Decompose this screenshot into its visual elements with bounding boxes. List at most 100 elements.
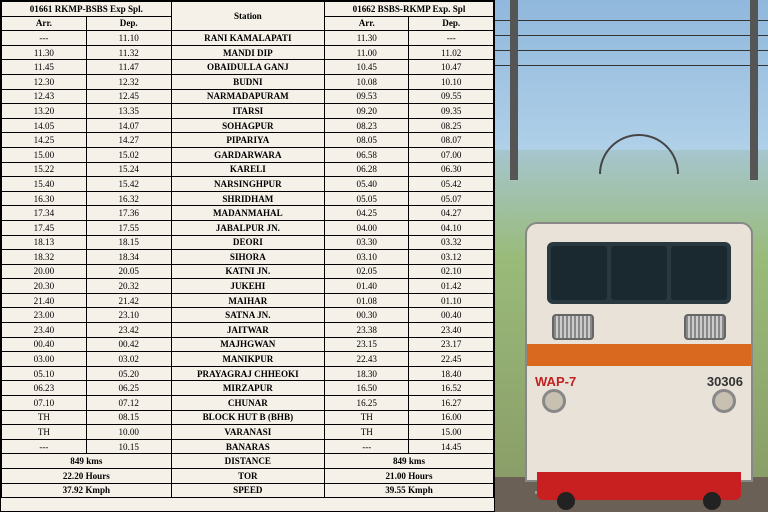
arr2-cell: 11.30 [325,31,409,46]
table-row: TH10.00VARANASITH15.00 [2,425,494,440]
overhead-wires [495,0,768,120]
arr1-cell: 23.00 [2,308,87,323]
table-row: 11.3011.32MANDI DIP11.0011.02 [2,45,494,60]
arr1-cell: 17.34 [2,206,87,221]
dep1-cell: 06.25 [86,381,171,396]
dep2-cell: 01.42 [409,279,494,294]
station-cell: JABALPUR JN. [171,220,324,235]
dep2-cell: --- [409,31,494,46]
dep1-cell: 13.35 [86,104,171,119]
arr1-cell: 17.45 [2,220,87,235]
dep1-cell: 17.55 [86,220,171,235]
station-cell: VARANASI [171,425,324,440]
arr1-cell: 12.43 [2,89,87,104]
dep1-cell: 14.07 [86,118,171,133]
station-header: Station [171,2,324,31]
arr2-cell: 01.40 [325,279,409,294]
arr1-cell: TH [2,425,87,440]
dep2-cell: 02.10 [409,264,494,279]
dep1-cell: 08.15 [86,410,171,425]
arr2-cell: 23.15 [325,337,409,352]
train2-header: 01662 BSBS-RKMP Exp. Spl [325,2,494,17]
footer-label: SPEED [171,483,324,498]
arr2-cell: 11.00 [325,45,409,60]
station-cell: MANIKPUR [171,352,324,367]
dep2-cell: 23.17 [409,337,494,352]
arr1-cell: 00.40 [2,337,87,352]
table-row: 17.3417.36MADANMAHAL04.2504.27 [2,206,494,221]
table-row: 07.1007.12CHUNAR16.2516.27 [2,396,494,411]
dep2-cell: 07.00 [409,147,494,162]
footer-val2: 21.00 Hours [325,469,494,484]
dep1-cell: 18.34 [86,250,171,265]
arr1-cell: 13.20 [2,104,87,119]
dep2-cell: 00.40 [409,308,494,323]
table-row: 15.0015.02GARDARWARA06.5807.00 [2,147,494,162]
table-row: 23.0023.10SATNA JN.00.3000.40 [2,308,494,323]
station-cell: MANDI DIP [171,45,324,60]
arr1-cell: 11.45 [2,60,87,75]
arr1-cell: 23.40 [2,323,87,338]
arr2-cell: 08.05 [325,133,409,148]
dep1-cell: 11.32 [86,45,171,60]
dep1-cell: 12.32 [86,74,171,89]
station-cell: ITARSI [171,104,324,119]
arr2-cell: 23.38 [325,323,409,338]
table-row: ---10.15BANARAS---14.45 [2,439,494,454]
dep2-cell: 10.10 [409,74,494,89]
arr2-cell: 22.43 [325,352,409,367]
arr1-header: Arr. [2,16,87,31]
dep2-cell: 01.10 [409,293,494,308]
dep1-cell: 14.27 [86,133,171,148]
dep2-cell: 23.40 [409,323,494,338]
arr1-cell: 06.23 [2,381,87,396]
dep2-cell: 22.45 [409,352,494,367]
arr2-cell: 10.45 [325,60,409,75]
arr2-cell: 00.30 [325,308,409,323]
table-row: 12.3012.32BUDNI10.0810.10 [2,74,494,89]
arr1-cell: 03.00 [2,352,87,367]
locomotive: WAP-7 30306 [525,172,753,482]
station-cell: BUDNI [171,74,324,89]
dep2-cell: 04.10 [409,220,494,235]
dep2-cell: 08.07 [409,133,494,148]
dep1-cell: 00.42 [86,337,171,352]
dep2-cell: 11.02 [409,45,494,60]
dep1-cell: 15.02 [86,147,171,162]
table-row: 18.3218.34SIHORA03.1003.12 [2,250,494,265]
dep2-cell: 03.32 [409,235,494,250]
dep2-cell: 14.45 [409,439,494,454]
table-row: 00.4000.42MAJHGWAN23.1523.17 [2,337,494,352]
footer-val1: 37.92 Kmph [2,483,172,498]
footer-val1: 849 kms [2,454,172,469]
arr1-cell: 11.30 [2,45,87,60]
arr1-cell: 21.40 [2,293,87,308]
station-cell: KARELI [171,162,324,177]
arr2-cell: 05.40 [325,177,409,192]
dep2-cell: 05.07 [409,191,494,206]
arr1-cell: 20.30 [2,279,87,294]
dep1-cell: 10.00 [86,425,171,440]
dep2-cell: 15.00 [409,425,494,440]
table-row: 13.2013.35ITARSI09.2009.35 [2,104,494,119]
arr1-cell: 12.30 [2,74,87,89]
arr2-cell: 02.05 [325,264,409,279]
dep2-cell: 09.55 [409,89,494,104]
station-cell: SIHORA [171,250,324,265]
dep2-cell: 16.52 [409,381,494,396]
arr2-header: Arr. [325,16,409,31]
table-row: 16.3016.32SHRIDHAM05.0505.07 [2,191,494,206]
table-row: 12.4312.45NARMADAPURAM09.5309.55 [2,89,494,104]
table-row: 21.4021.42MAIHAR01.0801.10 [2,293,494,308]
dep2-header: Dep. [409,16,494,31]
station-cell: PRAYAGRAJ CHHEOKI [171,366,324,381]
station-cell: BANARAS [171,439,324,454]
arr1-cell: 18.13 [2,235,87,250]
dep1-cell: 21.42 [86,293,171,308]
dep1-cell: 11.10 [86,31,171,46]
station-cell: OBAIDULLA GANJ [171,60,324,75]
arr2-cell: 05.05 [325,191,409,206]
arr1-cell: 07.10 [2,396,87,411]
arr2-cell: 04.00 [325,220,409,235]
arr1-cell: 16.30 [2,191,87,206]
